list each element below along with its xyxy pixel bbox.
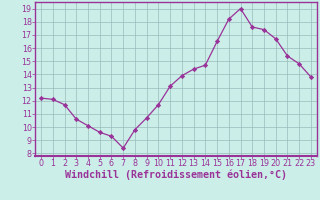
X-axis label: Windchill (Refroidissement éolien,°C): Windchill (Refroidissement éolien,°C) [65, 170, 287, 180]
